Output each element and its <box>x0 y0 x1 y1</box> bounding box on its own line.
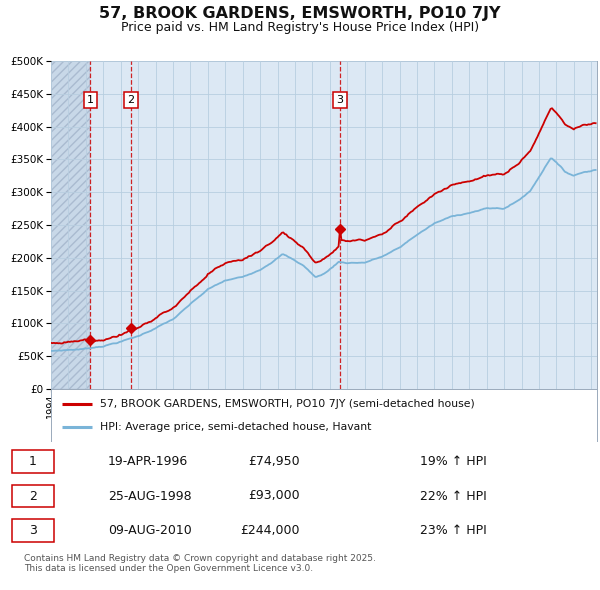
Text: 2: 2 <box>29 490 37 503</box>
Text: Price paid vs. HM Land Registry's House Price Index (HPI): Price paid vs. HM Land Registry's House … <box>121 21 479 34</box>
Text: £244,000: £244,000 <box>241 524 300 537</box>
Bar <box>90 61 597 389</box>
Bar <box>51 61 90 389</box>
Text: 57, BROOK GARDENS, EMSWORTH, PO10 7JY (semi-detached house): 57, BROOK GARDENS, EMSWORTH, PO10 7JY (s… <box>100 399 475 409</box>
FancyBboxPatch shape <box>12 519 54 542</box>
Text: 1: 1 <box>87 96 94 106</box>
Text: £74,950: £74,950 <box>248 455 300 468</box>
FancyBboxPatch shape <box>12 484 54 507</box>
Text: Contains HM Land Registry data © Crown copyright and database right 2025.
This d: Contains HM Land Registry data © Crown c… <box>24 554 376 573</box>
Text: 57, BROOK GARDENS, EMSWORTH, PO10 7JY: 57, BROOK GARDENS, EMSWORTH, PO10 7JY <box>99 6 501 21</box>
Text: 22% ↑ HPI: 22% ↑ HPI <box>420 490 487 503</box>
Text: 19% ↑ HPI: 19% ↑ HPI <box>420 455 487 468</box>
Text: 3: 3 <box>29 524 37 537</box>
Text: £93,000: £93,000 <box>248 490 300 503</box>
FancyBboxPatch shape <box>12 450 54 473</box>
Text: 2: 2 <box>127 96 134 106</box>
Text: HPI: Average price, semi-detached house, Havant: HPI: Average price, semi-detached house,… <box>100 422 371 432</box>
Text: 19-APR-1996: 19-APR-1996 <box>108 455 188 468</box>
Text: 1: 1 <box>29 455 37 468</box>
Text: 09-AUG-2010: 09-AUG-2010 <box>108 524 192 537</box>
Text: 23% ↑ HPI: 23% ↑ HPI <box>420 524 487 537</box>
Text: 25-AUG-1998: 25-AUG-1998 <box>108 490 191 503</box>
Text: 3: 3 <box>337 96 343 106</box>
